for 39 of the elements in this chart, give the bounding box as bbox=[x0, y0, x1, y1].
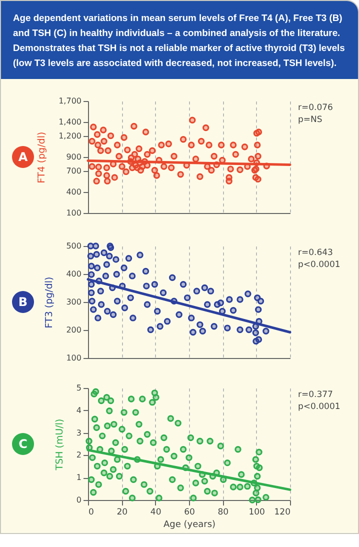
y-tick-label: 4 bbox=[76, 406, 82, 415]
text: r=0.076 bbox=[298, 103, 333, 113]
y-tick-label: 1,200 bbox=[58, 132, 82, 140]
y-tick-label: 700 bbox=[66, 166, 82, 176]
x-tick-label: 60 bbox=[184, 508, 195, 518]
y-tick-label: 1,700 bbox=[58, 96, 82, 106]
x-tick-label: 40 bbox=[150, 508, 162, 518]
circle-badge: C bbox=[12, 433, 34, 455]
y-tick-label: 400 bbox=[66, 270, 82, 278]
text: p=NS bbox=[298, 115, 322, 125]
x-tick-label: 20 bbox=[116, 508, 128, 518]
text: r=0.377 bbox=[298, 390, 333, 400]
y-tick-label: 200 bbox=[66, 326, 82, 334]
y-tick-label: 2 bbox=[76, 450, 82, 460]
x-tick-label: 100 bbox=[248, 508, 265, 518]
y-tick-label: 0 bbox=[76, 496, 82, 504]
circle-badge: B bbox=[12, 291, 34, 313]
y-tick-label: 5 bbox=[76, 384, 82, 392]
chart-subtitle: Age dependent variations in mean serum levels of Free T4 (A), Free T3 (B) and TSH (C) in healthy individuals – a combined analysis of the literature. Demonstrates that TSH is not a reliable marker of active thyroid (T3) levels (low T3 levels are associated with decreased, not increased, TSH levels). bbox=[1, 1, 359, 79]
circle-badge: A bbox=[12, 146, 34, 168]
x-tick-label: 0 bbox=[88, 508, 94, 518]
y-tick-label: 300 bbox=[66, 298, 82, 306]
y-axis-title: FT4 (pg/dl) bbox=[36, 132, 48, 184]
y-tick-label: 100 bbox=[66, 354, 82, 362]
y-tick-label: 1,400 bbox=[58, 118, 82, 126]
y-tick-label: 400 bbox=[66, 188, 82, 196]
text: r=0.643 bbox=[298, 248, 333, 258]
x-axis-title: Age (years) bbox=[163, 520, 216, 530]
y-axis-title: FT3 (pg/dl) bbox=[44, 276, 56, 328]
text: p<0.0001 bbox=[298, 402, 340, 412]
y-axis-title: TSH (mU/l) bbox=[54, 418, 66, 472]
y-tick-label: 900 bbox=[66, 152, 82, 162]
y-tick-label: 1 bbox=[76, 473, 82, 482]
y-tick-label: 3 bbox=[76, 428, 82, 438]
y-tick-label: 100 bbox=[66, 208, 82, 218]
text: p<0.0001 bbox=[298, 260, 340, 270]
x-tick-label: 120 bbox=[274, 508, 290, 518]
y-tick-label: 500 bbox=[66, 242, 82, 250]
x-tick-label: 80 bbox=[218, 508, 229, 518]
